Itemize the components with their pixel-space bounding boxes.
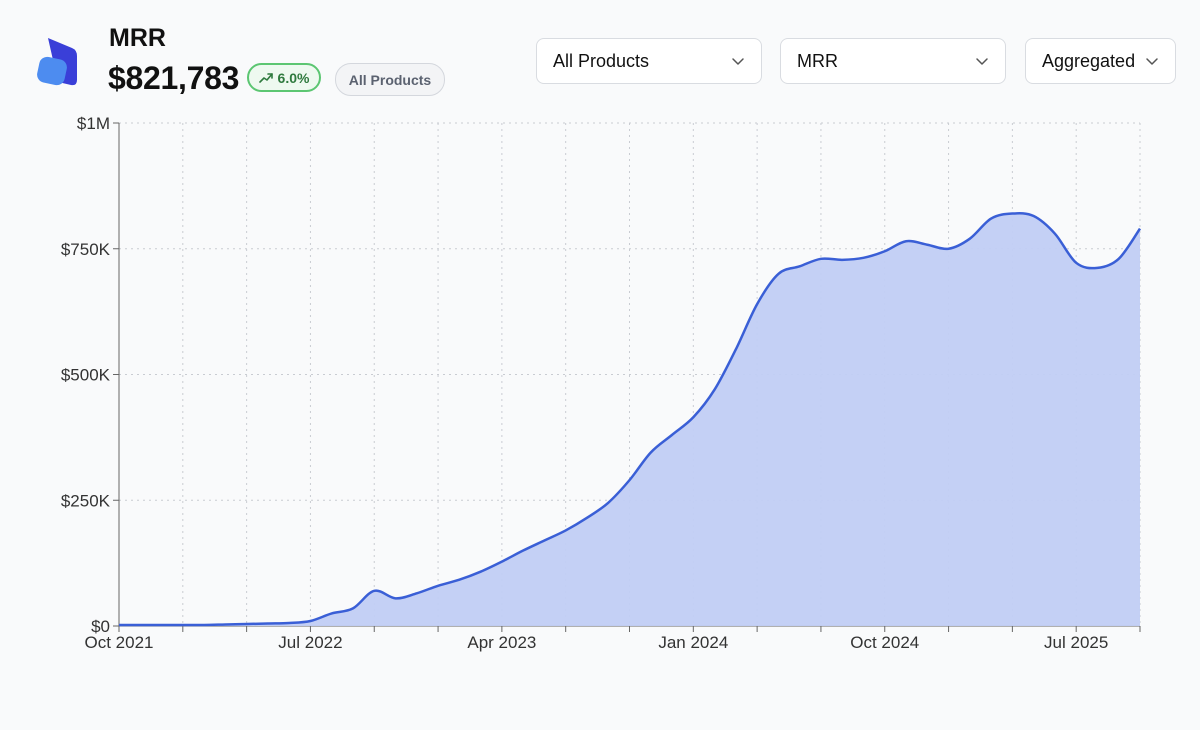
x-tick-label: Apr 2023 [467, 633, 536, 652]
data-point [117, 623, 121, 627]
data-point [989, 217, 993, 221]
data-point [138, 623, 142, 627]
data-point [223, 622, 227, 626]
product-filter-badge[interactable]: All Products [335, 63, 445, 96]
data-point [585, 516, 589, 520]
y-tick-label: $250K [61, 491, 111, 510]
data-point [1010, 212, 1014, 216]
data-point [1074, 261, 1078, 265]
x-tick-label: Jul 2022 [278, 633, 342, 652]
data-point [457, 578, 461, 582]
products-select-value: All Products [553, 50, 650, 71]
data-point [181, 623, 185, 627]
data-point [968, 237, 972, 241]
x-tick-label: Oct 2024 [850, 633, 919, 652]
trending-up-icon [258, 72, 273, 83]
data-point [351, 606, 355, 610]
data-point [202, 623, 206, 627]
y-tick-label: $0 [91, 617, 110, 636]
data-point [245, 622, 249, 626]
y-tick-label: $750K [61, 240, 111, 259]
x-tick-label: Jan 2024 [658, 633, 728, 652]
data-point [925, 243, 929, 247]
data-point [883, 249, 887, 253]
data-point [1032, 214, 1036, 218]
data-point [1095, 266, 1099, 270]
data-point [394, 596, 398, 600]
change-badge: 6.0% [247, 63, 321, 92]
aggregation-select[interactable]: Aggregated [1025, 38, 1176, 84]
metric-select[interactable]: MRR [780, 38, 1006, 84]
data-point [436, 584, 440, 588]
x-tick-label: Oct 2021 [85, 633, 154, 652]
data-point [840, 258, 844, 262]
data-point [947, 247, 951, 251]
app-logo-icon [37, 38, 77, 86]
chevron-down-icon [1146, 58, 1158, 65]
data-point [861, 256, 865, 260]
data-point [628, 478, 632, 482]
data-point [755, 302, 759, 306]
metric-title: MRR [109, 24, 166, 52]
data-point [521, 549, 525, 553]
data-point [798, 264, 802, 268]
data-point [606, 501, 610, 505]
products-select[interactable]: All Products [536, 38, 762, 84]
y-tick-label: $500K [61, 366, 111, 385]
chevron-down-icon [732, 58, 744, 65]
data-point [734, 347, 738, 351]
data-point [691, 415, 695, 419]
data-point [287, 621, 291, 625]
data-point [266, 621, 270, 625]
data-point [649, 450, 653, 454]
data-point [670, 433, 674, 437]
data-point [500, 560, 504, 564]
data-point [1117, 257, 1121, 261]
data-point [713, 388, 717, 392]
metric-value: $821,783 [108, 60, 240, 96]
data-point [776, 272, 780, 276]
data-point [564, 528, 568, 532]
y-tick-label: $1M [77, 114, 110, 133]
metric-select-value: MRR [797, 50, 838, 71]
data-point [1053, 232, 1057, 236]
mrr-line [119, 212, 1142, 627]
data-point [372, 589, 376, 593]
data-point [542, 538, 546, 542]
chevron-down-icon [976, 58, 988, 65]
change-value: 6.0% [277, 69, 310, 86]
data-point [819, 257, 823, 261]
x-tick-label: Jul 2025 [1044, 633, 1108, 652]
data-point [308, 619, 312, 623]
data-point [415, 591, 419, 595]
data-point [160, 623, 164, 627]
data-point [330, 611, 334, 615]
data-point [904, 239, 908, 243]
aggregation-select-value: Aggregated [1042, 50, 1136, 71]
logo-front-shape [37, 56, 67, 86]
data-point [1138, 227, 1142, 231]
data-point [479, 570, 483, 574]
mrr-area [119, 213, 1140, 626]
